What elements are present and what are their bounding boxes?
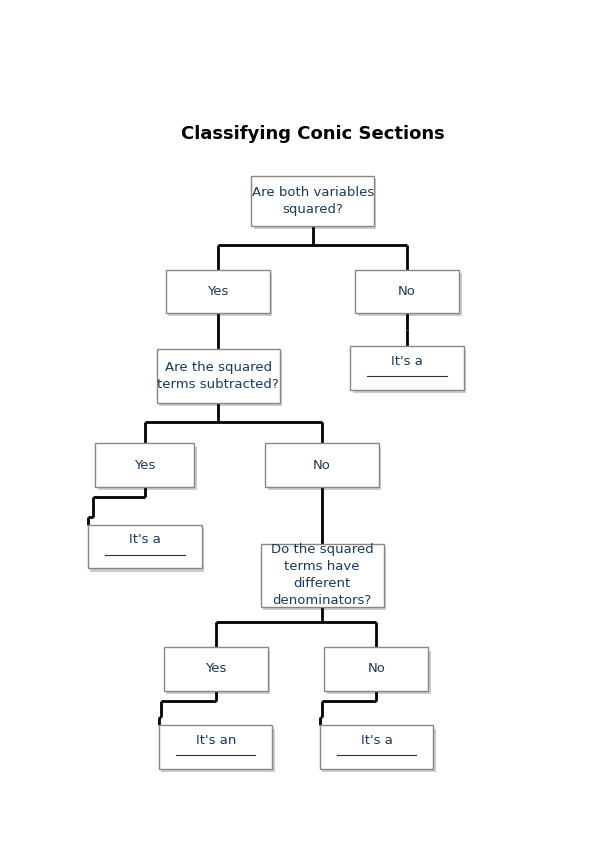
FancyBboxPatch shape bbox=[159, 352, 282, 406]
Text: Do the squared
terms have
different
denominators?: Do the squared terms have different deno… bbox=[271, 543, 373, 608]
FancyBboxPatch shape bbox=[327, 650, 431, 694]
Text: It's a: It's a bbox=[129, 534, 161, 547]
FancyBboxPatch shape bbox=[263, 547, 386, 610]
FancyBboxPatch shape bbox=[98, 447, 197, 490]
FancyBboxPatch shape bbox=[95, 444, 195, 487]
Text: Classifying Conic Sections: Classifying Conic Sections bbox=[181, 125, 445, 143]
FancyBboxPatch shape bbox=[88, 525, 201, 569]
Text: Are both variables
squared?: Are both variables squared? bbox=[251, 186, 374, 216]
FancyBboxPatch shape bbox=[254, 180, 376, 229]
FancyBboxPatch shape bbox=[251, 176, 374, 227]
Text: Are the squared
terms subtracted?: Are the squared terms subtracted? bbox=[157, 361, 279, 391]
Text: Yes: Yes bbox=[207, 285, 229, 298]
FancyBboxPatch shape bbox=[325, 648, 428, 691]
FancyBboxPatch shape bbox=[166, 270, 270, 313]
Text: No: No bbox=[367, 662, 386, 675]
FancyBboxPatch shape bbox=[353, 350, 466, 393]
Text: No: No bbox=[398, 285, 416, 298]
FancyBboxPatch shape bbox=[161, 729, 274, 773]
Text: It's a: It's a bbox=[361, 734, 392, 747]
Text: Yes: Yes bbox=[134, 458, 156, 471]
FancyBboxPatch shape bbox=[350, 346, 464, 390]
FancyBboxPatch shape bbox=[168, 273, 273, 316]
FancyBboxPatch shape bbox=[166, 650, 270, 694]
FancyBboxPatch shape bbox=[163, 648, 268, 691]
FancyBboxPatch shape bbox=[320, 726, 433, 769]
FancyBboxPatch shape bbox=[355, 270, 459, 313]
Text: No: No bbox=[313, 458, 331, 471]
FancyBboxPatch shape bbox=[322, 729, 436, 773]
FancyBboxPatch shape bbox=[357, 273, 462, 316]
FancyBboxPatch shape bbox=[157, 350, 279, 403]
Text: It's an: It's an bbox=[196, 734, 236, 747]
FancyBboxPatch shape bbox=[159, 726, 273, 769]
FancyBboxPatch shape bbox=[268, 447, 381, 490]
FancyBboxPatch shape bbox=[265, 444, 379, 487]
FancyBboxPatch shape bbox=[90, 529, 204, 572]
Text: Yes: Yes bbox=[205, 662, 226, 675]
Text: It's a: It's a bbox=[391, 355, 423, 368]
FancyBboxPatch shape bbox=[260, 543, 384, 607]
